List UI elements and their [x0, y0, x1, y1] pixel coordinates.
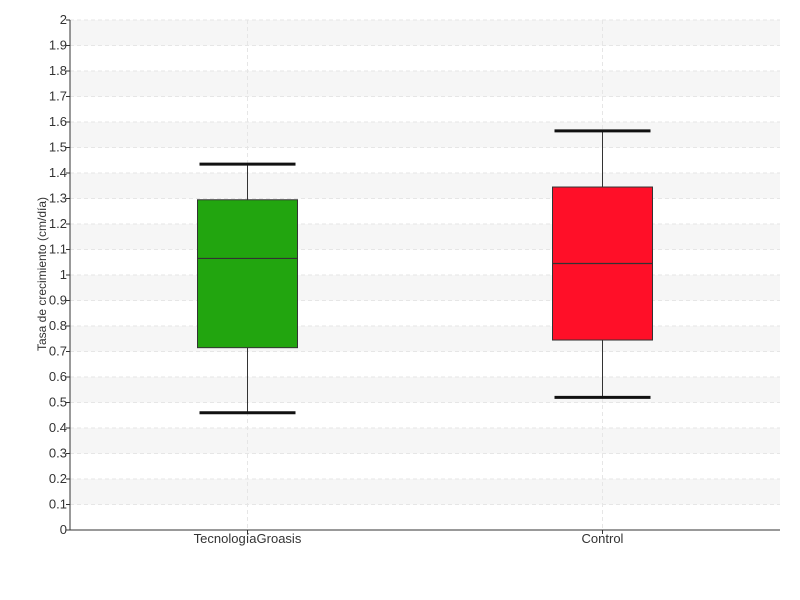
grid-band: [70, 173, 780, 199]
y-tick-label: 1: [60, 267, 67, 282]
y-tick-label: 0: [60, 522, 67, 537]
y-tick-label: 1.5: [49, 140, 67, 155]
y-axis-title: Tasa de crecimiento (cm/día): [35, 197, 49, 351]
grid-band: [70, 20, 780, 46]
y-tick-label: 1.6: [49, 114, 67, 129]
y-tick-label: 1.1: [49, 242, 67, 257]
y-tick-label: 0.8: [49, 318, 67, 333]
y-tick-label: 0.2: [49, 471, 67, 486]
y-tick-label: 1.9: [49, 38, 67, 53]
grid-band: [70, 224, 780, 250]
y-tick-label: 1.4: [49, 165, 67, 180]
y-tick-label: 0.7: [49, 344, 67, 359]
y-tick-label: 0.3: [49, 446, 67, 461]
y-tick-label: 1.8: [49, 63, 67, 78]
x-axis-ticks: TecnologíaGroasis Control: [194, 530, 624, 546]
y-tick-label: 0.6: [49, 369, 67, 384]
grid-band: [70, 275, 780, 301]
box-1: [197, 162, 298, 415]
grid-band: [70, 326, 780, 352]
grid-band: [70, 122, 780, 148]
y-axis-ticks: 0 0.1 0.2 0.3 0.4 0.5 0.6 0.7 0.8 0.9 1 1.1 1.2 1.3 1.…: [49, 12, 70, 537]
grid-band: [70, 71, 780, 97]
y-tick-label: 1.3: [49, 191, 67, 206]
y-tick-label: 0.1: [49, 497, 67, 512]
grid-band: [70, 479, 780, 505]
grid-lines: [70, 19, 780, 531]
x-tick-label: Control: [582, 531, 624, 546]
grid-band: [70, 377, 780, 403]
y-tick-label: 0.5: [49, 395, 67, 410]
y-tick-label: 0.4: [49, 420, 67, 435]
y-tick-label: 0.9: [49, 293, 67, 308]
box-series: [197, 129, 653, 415]
box-2: [552, 129, 653, 399]
y-tick-label: 2: [60, 12, 67, 27]
grid-band: [70, 428, 780, 454]
y-tick-label: 1.7: [49, 89, 67, 104]
interquartile-box: [197, 199, 298, 349]
x-tick-label: TecnologíaGroasis: [194, 531, 302, 546]
plot-background-bands: [70, 20, 780, 505]
y-tick-label: 1.2: [49, 216, 67, 231]
